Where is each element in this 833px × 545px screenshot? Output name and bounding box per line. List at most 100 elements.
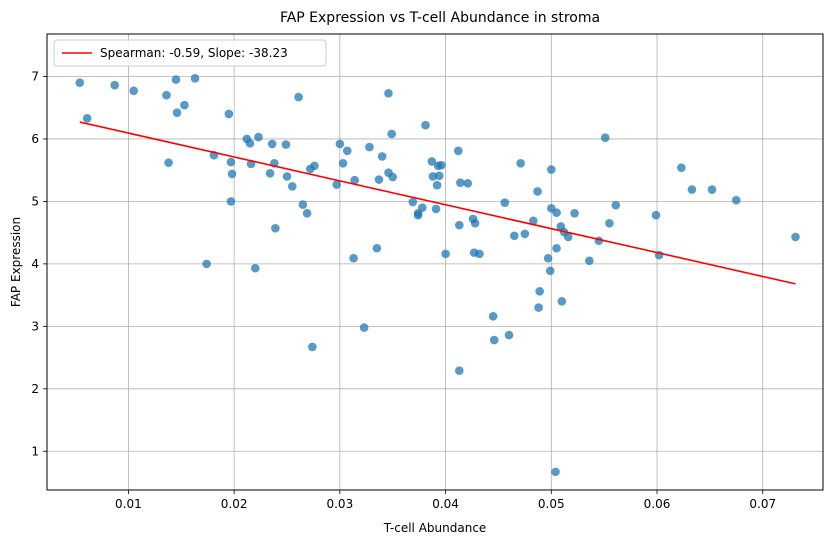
scatter-point: [500, 198, 510, 207]
scatter-point: [202, 259, 211, 269]
y-tick-label: 2: [31, 382, 39, 396]
scatter-point: [250, 263, 260, 273]
scatter-point: [226, 197, 236, 206]
scatter-point: [552, 208, 561, 217]
plot-area: [47, 34, 823, 490]
x-tick-label: 0.06: [644, 497, 671, 511]
scatter-point: [557, 297, 567, 306]
scatter-point: [421, 120, 430, 130]
scatter-point: [428, 172, 438, 181]
x-axis-ticks: 0.01 0.02 0.03 0.04 0.05 0.06 0.07: [115, 490, 776, 511]
scatter-point: [551, 467, 560, 477]
scatter-point: [791, 232, 800, 242]
x-axis-label: T-cell Abundance: [383, 521, 487, 535]
scatter-point: [302, 208, 312, 218]
legend-box: [53, 39, 327, 67]
scatter-point: [585, 256, 594, 266]
scatter-point: [388, 172, 398, 182]
scatter-point: [332, 180, 341, 189]
scatter-point: [677, 163, 686, 172]
regression-line: [79, 121, 796, 285]
scatter-point: [245, 139, 255, 148]
y-tick-label: 3: [31, 319, 39, 333]
scatter-point: [570, 208, 579, 218]
scatter-point: [164, 158, 173, 167]
scatter-point: [227, 169, 237, 179]
scatter-point: [707, 185, 717, 194]
scatter-point: [349, 253, 358, 263]
scatter-point: [516, 159, 525, 168]
scatter-point: [281, 140, 291, 149]
scatter-point: [271, 223, 280, 233]
y-axis-label: FAP Expression: [9, 217, 23, 307]
scatter-point: [732, 195, 741, 205]
scatter-point: [535, 287, 544, 296]
scatter-point: [190, 74, 200, 83]
scatter-point: [504, 330, 514, 340]
scatter-point: [456, 178, 465, 187]
x-tick-label: 0.07: [749, 497, 776, 511]
y-tick-label: 4: [31, 257, 39, 271]
scatter-point: [110, 80, 119, 90]
scatter-point: [605, 218, 614, 228]
scatter-point: [365, 142, 374, 152]
scatter-point: [600, 133, 610, 142]
scatter-point: [455, 220, 464, 230]
y-tick-label: 7: [31, 69, 39, 83]
legend-entry-label: Spearman: -0.59, Slope: -38.23: [100, 46, 288, 60]
scatter-points: [75, 74, 800, 477]
y-tick-label: 6: [31, 132, 39, 146]
scatter-point: [651, 210, 661, 220]
scatter-point: [520, 229, 530, 239]
scatter-point: [226, 157, 236, 167]
regression-line-group: [79, 121, 796, 285]
scatter-point: [129, 86, 138, 96]
scatter-point: [434, 171, 444, 181]
x-tick-label: 0.03: [326, 497, 353, 511]
scatter-point: [546, 165, 556, 174]
scatter-point: [287, 182, 297, 191]
scatter-point: [387, 129, 396, 139]
scatter-point: [427, 157, 437, 166]
x-tick-label: 0.01: [115, 497, 142, 511]
grid: [47, 34, 823, 490]
scatter-point: [441, 249, 450, 259]
scatter-point: [162, 90, 171, 100]
scatter-point: [437, 160, 446, 170]
scatter-point: [374, 175, 384, 184]
scatter-point: [359, 323, 369, 332]
legend: Spearman: -0.59, Slope: -38.23: [53, 39, 327, 67]
scatter-point: [350, 175, 359, 185]
scatter-point: [180, 100, 189, 110]
scatter-point: [611, 200, 621, 210]
scatter-point: [463, 178, 473, 188]
scatter-point: [455, 366, 464, 375]
scatter-point: [377, 152, 387, 161]
plot-frame: [46, 33, 824, 491]
scatter-point: [453, 146, 463, 156]
scatter-point: [475, 249, 484, 259]
x-tick-label: 0.02: [221, 497, 248, 511]
scatter-point: [372, 243, 382, 253]
scatter-point: [172, 108, 182, 118]
scatter-point: [294, 92, 303, 102]
scatter-point: [534, 303, 543, 312]
scatter-point: [533, 187, 542, 196]
scatter-point: [509, 231, 519, 241]
scatter-point: [171, 75, 181, 84]
scatter-point: [408, 197, 418, 207]
scatter-point: [432, 180, 442, 190]
scatter-point: [545, 266, 555, 276]
scatter-point: [418, 203, 427, 212]
scatter-point: [265, 168, 275, 178]
scatter-point: [489, 335, 499, 345]
scatter-point: [298, 200, 308, 209]
x-tick-label: 0.04: [432, 497, 459, 511]
scatter-point: [224, 109, 234, 119]
scatter-point: [563, 232, 573, 242]
scatter-point: [488, 312, 498, 321]
scatter-point: [529, 216, 538, 226]
scatter-point: [384, 89, 393, 98]
scatter-point: [308, 342, 317, 352]
